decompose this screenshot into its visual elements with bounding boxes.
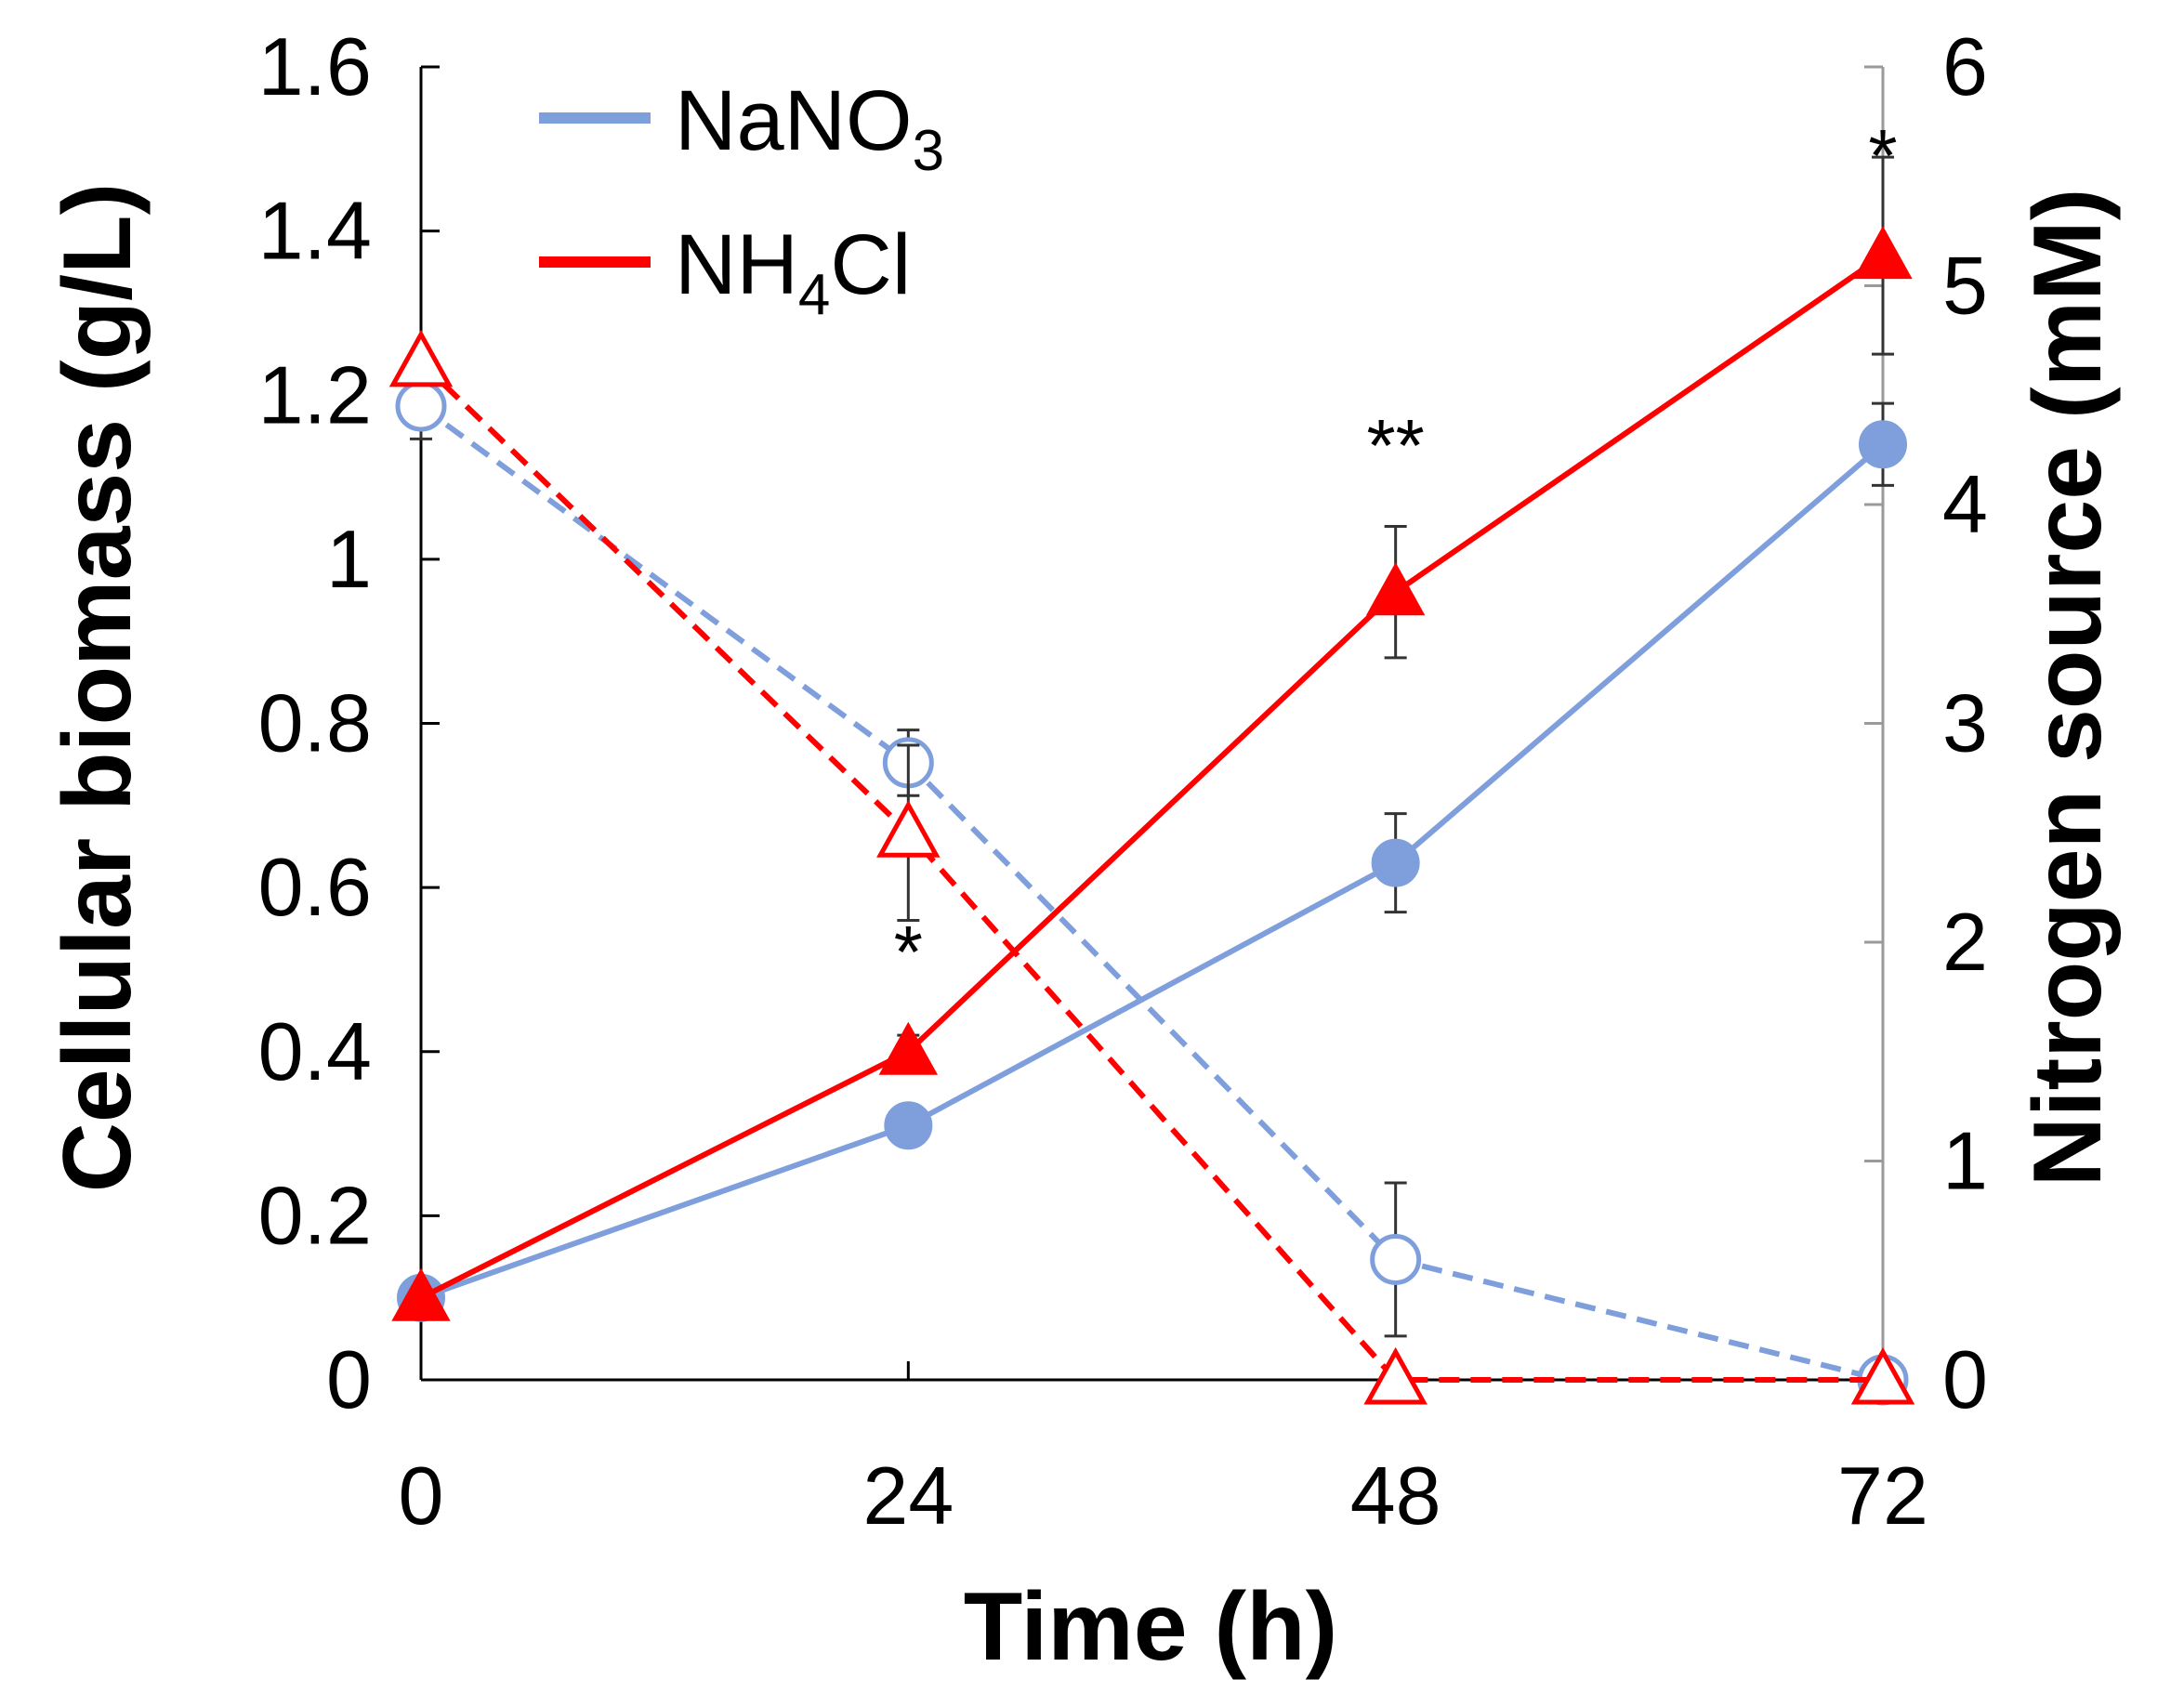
data-point: [1363, 1346, 1427, 1405]
data-point: [388, 329, 454, 387]
legend-label: NaNO3: [675, 73, 944, 183]
y-right-tick-label: 2: [1942, 896, 1988, 988]
y-right-tick-label: 4: [1942, 458, 1988, 550]
y-left-tick-label: 1.2: [258, 348, 372, 440]
legend: NaNO3 NH4Cl: [539, 73, 944, 327]
data-point: [1371, 838, 1420, 887]
y-left-tick-label: 0.4: [258, 1005, 372, 1097]
y-left-tick-label: 1.6: [258, 20, 372, 112]
significance-label: *: [894, 911, 923, 993]
data-point: [884, 1101, 933, 1150]
series-line: [419, 253, 1885, 1301]
x-tick-label: 48: [1350, 1450, 1441, 1542]
x-tick-label: 72: [1837, 1450, 1928, 1542]
y-right-tick-label: 1: [1942, 1115, 1988, 1207]
y-left-tick-label: 0: [326, 1333, 372, 1425]
y-left-tick-label: 0.6: [258, 841, 372, 933]
x-axis-title: Time (h): [964, 1573, 1338, 1681]
data-point: [1850, 1346, 1915, 1405]
annotations: ****: [894, 114, 1898, 993]
y-right-tick-label: 6: [1942, 20, 1988, 112]
data-point: [1859, 420, 1907, 469]
y-left-tick-label: 0.2: [258, 1169, 372, 1261]
series-line: [419, 441, 1885, 1301]
series-nitrogen-2: [395, 372, 1909, 1406]
y-right-tick-label: 0: [1942, 1333, 1988, 1425]
x-tick-label: 24: [862, 1450, 954, 1542]
data-point: [1365, 562, 1426, 616]
legend-label: NH4Cl: [675, 217, 911, 327]
y-left-tick-label: 1: [326, 513, 372, 605]
data-point: [395, 380, 447, 432]
series-line: [418, 360, 1883, 1383]
y-axis-left-title: Cellular biomass (g/L): [44, 183, 151, 1192]
series-biomass-1: [391, 155, 1913, 1321]
y-axis-right-title: Nitrogen source (mM): [2014, 189, 2122, 1188]
series-line: [419, 403, 1884, 1383]
series-nitrogen-3: [388, 329, 1915, 1405]
y-left-tick-label: 1.4: [258, 185, 372, 277]
y-right-tick-label: 3: [1942, 677, 1988, 769]
data-point: [391, 1267, 451, 1321]
x-tick-label: 0: [399, 1450, 444, 1542]
ticks: 0 0.2 0.4 0.6 0.8 1 1.2 1.4 1.6 0 1 2 3 4 5 6 0 24 48 72: [258, 20, 1988, 1542]
data-point: [1853, 226, 1913, 280]
y-left-tick-label: 0.8: [258, 677, 372, 769]
significance-label: **: [1367, 404, 1425, 487]
y-right-tick-label: 5: [1942, 240, 1988, 332]
data-point: [1370, 1233, 1422, 1285]
data-point: [878, 1021, 939, 1075]
series-layer: [388, 155, 1915, 1406]
data-point: [876, 800, 941, 858]
series-biomass-0: [397, 401, 1907, 1322]
significance-label: *: [1868, 114, 1897, 197]
